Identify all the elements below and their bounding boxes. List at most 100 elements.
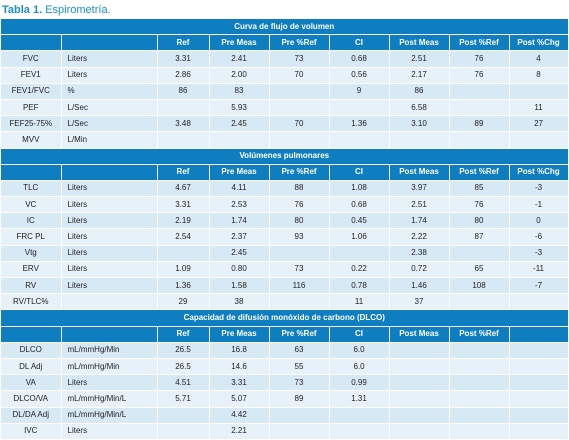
parameter-name: FVC (1, 50, 62, 68)
value-cell: -1 (509, 196, 569, 214)
value-cell: 0.78 (329, 277, 390, 295)
value-cell: 86 (389, 83, 450, 100)
value-cell (509, 83, 569, 100)
value-cell: 80 (449, 212, 510, 230)
table-row: FRC PL Liters 2.54 2.37 93 1.06 2.22 87 -6 (1, 228, 569, 246)
parameter-name: DL Adj (1, 358, 62, 376)
value-cell (389, 342, 450, 359)
unit-cell: Liters (61, 67, 158, 84)
value-cell (449, 99, 510, 117)
caption-label: Tabla 1. (2, 4, 43, 16)
value-cell (269, 99, 330, 117)
unit-cell: Liters (61, 261, 158, 279)
value-cell: 2.22 (389, 228, 450, 246)
value-cell: 1.46 (389, 277, 450, 295)
value-cell: 5.07 (209, 390, 270, 408)
value-cell: 6.0 (329, 358, 390, 376)
value-cell (509, 358, 569, 376)
value-cell: 4 (509, 50, 569, 68)
value-cell: 3.31 (209, 374, 270, 392)
value-cell: 2.21 (209, 423, 270, 440)
column-header: Post Meas (389, 34, 450, 52)
parameter-name: ERV (1, 261, 62, 279)
value-cell: 80 (269, 212, 330, 230)
column-header: Ref (157, 164, 210, 181)
value-cell (509, 407, 569, 424)
parameter-name: RV/TLC% (1, 293, 62, 311)
value-cell: 11 (329, 293, 390, 311)
value-cell: 0 (509, 212, 569, 230)
value-cell: 14.6 (209, 358, 270, 376)
value-cell (329, 99, 390, 117)
value-cell: 0.22 (329, 261, 390, 279)
value-cell (389, 423, 450, 440)
column-header: CI (329, 326, 390, 343)
value-cell: -3 (509, 180, 569, 198)
parameter-name: FEV1/FVC (1, 83, 62, 100)
parameter-name: DLCO (1, 342, 62, 359)
value-cell: 9 (329, 83, 390, 100)
value-cell (449, 423, 510, 440)
value-cell: 1.74 (389, 212, 450, 230)
section-title-row: Curva de flujo de volumen (1, 19, 569, 36)
column-header: Post Meas (389, 164, 450, 181)
column-header: CI (329, 164, 390, 181)
table-row: DL/DA Adj mL/mmHg/Min/L 4.42 (1, 407, 569, 424)
value-cell: 55 (269, 358, 330, 376)
value-cell: 93 (269, 228, 330, 246)
parameter-name: FEF25-75% (1, 115, 62, 133)
value-cell (449, 342, 510, 359)
value-cell: 4.11 (209, 180, 270, 198)
value-cell: -7 (509, 277, 569, 295)
table-row: MVV L/Min (1, 131, 569, 149)
value-cell: 2.53 (209, 196, 270, 214)
unit-cell: Liters (61, 228, 158, 246)
table-row: ERV Liters 1.09 0.80 73 0.22 0.72 65 -11 (1, 261, 569, 279)
parameter-name: FEV1 (1, 67, 62, 84)
column-header: Pre Meas (209, 34, 270, 52)
column-header: Pre %Ref (269, 164, 330, 181)
value-cell: 2.51 (389, 50, 450, 68)
value-cell: 2.17 (389, 67, 450, 84)
value-cell: -6 (509, 228, 569, 246)
value-cell (389, 374, 450, 392)
value-cell: 0.99 (329, 374, 390, 392)
value-cell (269, 245, 330, 262)
table-row: RV Liters 1.36 1.58 116 0.78 1.46 108 -7 (1, 277, 569, 295)
value-cell: 27 (509, 115, 569, 133)
column-header-row: Ref Pre Meas Pre %Ref CI Post Meas Post %Ref P… (1, 34, 569, 52)
value-cell: 73 (269, 374, 330, 392)
value-cell (329, 245, 390, 262)
unit-cell: mL/mmHg/Min (61, 342, 158, 359)
value-cell (329, 131, 390, 149)
section-title-row: Capacidad de difusión monóxido de carbon… (1, 309, 569, 327)
value-cell: 76 (269, 196, 330, 214)
table-row: TLC Liters 4.67 4.11 88 1.08 3.97 85 -3 (1, 180, 569, 198)
unit-cell (61, 293, 158, 311)
value-cell: 86 (157, 83, 210, 100)
unit-cell: Liters (61, 245, 158, 262)
value-cell: 5.93 (209, 99, 270, 117)
value-cell: 26.5 (157, 358, 210, 376)
column-header: Post Meas (389, 326, 450, 343)
column-header (61, 164, 158, 181)
value-cell: 2.00 (209, 67, 270, 84)
column-header (1, 164, 62, 181)
unit-cell: mL/mmHg/Min/L (61, 390, 158, 408)
column-header: Ref (157, 34, 210, 52)
table-row: VC Liters 3.31 2.53 76 0.68 2.51 76 -1 (1, 196, 569, 214)
column-header (1, 326, 62, 343)
table-row: RV/TLC% 29 38 11 37 (1, 293, 569, 311)
column-header: Pre %Ref (269, 34, 330, 52)
value-cell: 0.68 (329, 50, 390, 68)
value-cell (389, 390, 450, 408)
table-row: DLCO mL/mmHg/Min 26.5 16.8 63 6.0 (1, 342, 569, 359)
value-cell (157, 131, 210, 149)
value-cell (389, 358, 450, 376)
value-cell: 38 (209, 293, 270, 311)
value-cell: 1.09 (157, 261, 210, 279)
value-cell: 70 (269, 115, 330, 133)
value-cell: 1.36 (329, 115, 390, 133)
value-cell: 2.54 (157, 228, 210, 246)
value-cell: 2.86 (157, 67, 210, 84)
